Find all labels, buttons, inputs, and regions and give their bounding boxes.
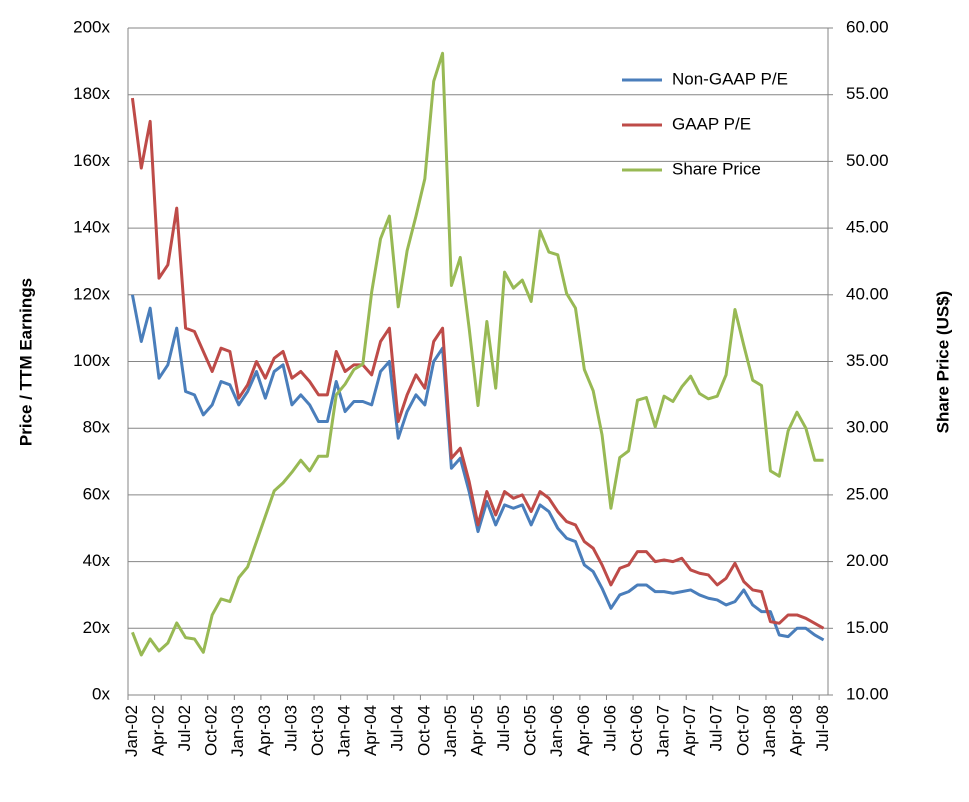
x-tick-label: Jul-03	[281, 705, 300, 751]
series-line	[130, 294, 825, 642]
y-tick-label: 140x	[73, 218, 110, 237]
legend-label: Share Price	[672, 159, 761, 178]
y-tick-label: 100x	[73, 351, 110, 370]
y-tick-label: 80x	[83, 418, 111, 437]
x-tick-label: Jul-04	[388, 705, 407, 751]
x-tick-label: Jan-03	[228, 705, 247, 757]
x-tick-label: Jan-06	[547, 705, 566, 757]
y2-tick-label: 60.00	[846, 17, 889, 36]
x-tick-label: Jan-05	[441, 705, 460, 757]
x-tick-label: Jul-06	[600, 705, 619, 751]
x-tick-label: Apr-04	[361, 705, 380, 756]
y-tick-label: 200x	[73, 17, 110, 36]
series-line	[130, 97, 825, 630]
x-tick-label: Oct-06	[627, 705, 646, 756]
legend-label: GAAP P/E	[672, 114, 751, 133]
series-line	[131, 51, 824, 657]
x-tick-label: Apr-02	[148, 705, 167, 756]
x-tick-label: Jul-08	[813, 705, 832, 751]
x-tick-label: Oct-07	[733, 705, 752, 756]
x-tick-label: Apr-06	[574, 705, 593, 756]
y2-tick-label: 35.00	[846, 351, 889, 370]
y-axis-title: Price / TTM Earnings	[16, 278, 35, 446]
x-tick-label: Jul-02	[175, 705, 194, 751]
x-tick-label: Jul-05	[494, 705, 513, 751]
y-tick-label: 40x	[83, 551, 111, 570]
x-tick-label: Jul-07	[707, 705, 726, 751]
x-tick-label: Oct-03	[308, 705, 327, 756]
y2-tick-label: 20.00	[846, 551, 889, 570]
y2-tick-label: 10.00	[846, 684, 889, 703]
y-tick-label: 160x	[73, 151, 110, 170]
x-tick-label: Apr-07	[680, 705, 699, 756]
y-tick-label: 120x	[73, 284, 110, 303]
x-tick-label: Apr-03	[255, 705, 274, 756]
y-tick-label: 0x	[92, 684, 110, 703]
x-tick-label: Oct-02	[202, 705, 221, 756]
y2-tick-label: 30.00	[846, 418, 889, 437]
y-tick-label: 20x	[83, 618, 111, 637]
y2-tick-label: 50.00	[846, 151, 889, 170]
x-tick-label: Oct-05	[521, 705, 540, 756]
x-tick-label: Jan-04	[335, 705, 354, 757]
x-tick-label: Jan-07	[654, 705, 673, 757]
y-tick-label: 180x	[73, 84, 110, 103]
y2-tick-label: 40.00	[846, 284, 889, 303]
y2-tick-label: 25.00	[846, 484, 889, 503]
y2-tick-label: 55.00	[846, 84, 889, 103]
x-tick-label: Jan-02	[122, 705, 141, 757]
y2-tick-label: 45.00	[846, 218, 889, 237]
y2-axis-title: Share Price (US$)	[933, 291, 952, 434]
y-tick-label: 60x	[83, 484, 111, 503]
legend-label: Non-GAAP P/E	[672, 69, 788, 88]
x-tick-label: Apr-05	[467, 705, 486, 756]
x-tick-label: Jan-08	[760, 705, 779, 757]
x-tick-label: Oct-04	[414, 705, 433, 756]
y2-tick-label: 15.00	[846, 618, 889, 637]
x-tick-label: Apr-08	[786, 705, 805, 756]
